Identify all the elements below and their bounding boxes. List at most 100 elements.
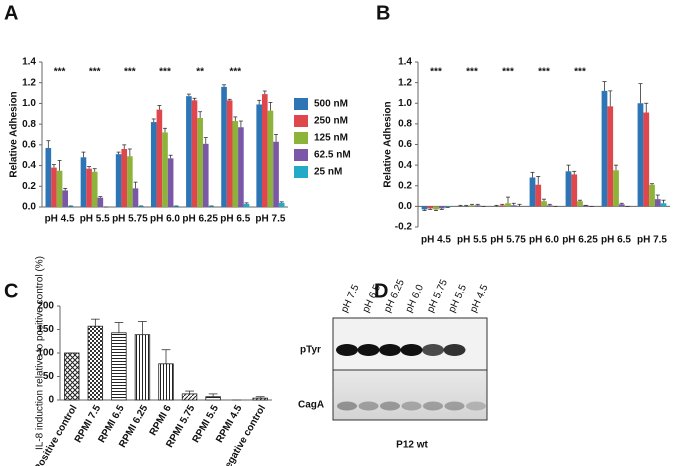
y-tick-label: 150 — [37, 324, 54, 335]
bar — [221, 86, 227, 207]
x-tick-label: pH 4.5 — [421, 235, 451, 246]
bar — [226, 100, 233, 207]
bar — [56, 170, 63, 207]
bar — [660, 203, 667, 207]
bar — [186, 96, 192, 207]
error-bar — [57, 159, 62, 171]
error-bar — [244, 202, 249, 204]
x-tick-label: pH 5.75 — [490, 235, 526, 246]
error-bar — [203, 137, 208, 144]
error-bar — [464, 204, 469, 207]
band — [336, 344, 358, 356]
error-bar — [422, 209, 427, 211]
error-bar — [98, 196, 103, 198]
error-bar — [439, 208, 444, 210]
error-bar — [51, 164, 56, 168]
bar — [427, 206, 434, 209]
error-bar — [186, 93, 191, 97]
significance: *** — [89, 67, 101, 78]
bar — [444, 206, 451, 208]
significance: *** — [229, 67, 241, 78]
bar — [111, 332, 127, 401]
bar — [535, 184, 542, 207]
legend-label: 500 nM — [314, 99, 348, 110]
band — [337, 401, 357, 411]
error-bar — [619, 202, 624, 205]
error-bar — [511, 202, 516, 206]
y-tick-label: 0.0 — [22, 202, 36, 213]
error-bar — [661, 199, 666, 204]
bar — [156, 109, 163, 207]
y-tick-label: 50 — [43, 371, 55, 382]
significance: *** — [502, 67, 514, 78]
bar — [162, 132, 168, 207]
band — [401, 401, 422, 411]
y-tick-label: 1.2 — [398, 77, 412, 88]
bar — [64, 352, 80, 401]
lane-label: pH 5.5 — [447, 283, 470, 315]
error-bar — [116, 151, 121, 155]
bar — [132, 188, 139, 207]
bar — [80, 157, 87, 207]
error-bar — [192, 97, 197, 101]
bar — [197, 117, 203, 207]
panel-label: C — [4, 280, 18, 302]
bar — [654, 199, 661, 207]
significance: *** — [466, 67, 478, 78]
legend-label: 125 nM — [314, 133, 348, 144]
error-bar — [517, 203, 522, 207]
bar — [138, 205, 144, 207]
bar — [256, 104, 262, 207]
y-tick-label: 0.4 — [22, 160, 36, 171]
y-tick-label: 0.2 — [22, 181, 36, 192]
x-tick-label: pH 7.5 — [255, 214, 285, 225]
bar — [45, 147, 52, 207]
error-bar — [157, 105, 162, 110]
bar — [601, 90, 608, 207]
panel-label: D — [374, 280, 388, 302]
y-tick-label: 0.8 — [398, 119, 412, 130]
y-tick-label: 1.0 — [398, 98, 412, 109]
bar — [643, 112, 650, 207]
error-bar — [572, 170, 577, 175]
legend-swatch — [294, 115, 308, 127]
error-bar — [168, 154, 173, 159]
bar — [134, 334, 151, 401]
bar — [127, 156, 133, 207]
y-axis-label: IL-8 induction relative to positive cont… — [35, 256, 46, 450]
bar — [433, 206, 439, 210]
y-tick-label: -0.2 — [395, 222, 413, 233]
error-bar — [547, 203, 552, 206]
band — [443, 344, 466, 356]
error-bar — [577, 199, 583, 202]
band — [380, 401, 400, 411]
bar — [421, 206, 428, 210]
y-tick-label: 0.8 — [22, 119, 36, 130]
bar — [86, 168, 92, 207]
x-tick-label: pH 6.25 — [182, 214, 218, 225]
x-tick-label: pH 4.5 — [45, 214, 75, 225]
x-tick-label: pH 6.25 — [562, 235, 598, 246]
bar — [62, 190, 69, 207]
band — [422, 344, 444, 356]
legend-label: 25 nM — [314, 167, 342, 178]
bar — [267, 110, 274, 207]
error-bar — [566, 164, 571, 172]
x-tick-label: pH 7.5 — [637, 235, 667, 246]
bar — [173, 205, 180, 207]
y-tick-label: 0 — [48, 395, 54, 406]
error-bar — [644, 102, 649, 113]
y-tick-label: 100 — [37, 348, 54, 359]
band — [444, 401, 465, 411]
bar — [205, 396, 221, 401]
x-tick-label: pH 6.5 — [601, 235, 631, 246]
legend-swatch — [294, 149, 308, 161]
legend-label: 62.5 nM — [314, 150, 351, 161]
error-bar — [87, 166, 92, 169]
error-bar — [163, 127, 167, 133]
lane-label: pH 6.0 — [404, 283, 427, 315]
error-bar — [458, 204, 463, 207]
error-bar — [122, 144, 127, 149]
error-bar — [133, 181, 138, 189]
